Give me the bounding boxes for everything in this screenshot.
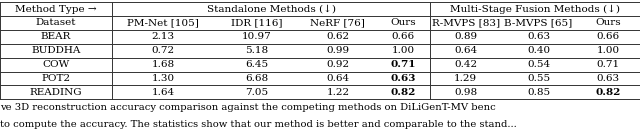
Text: 1.29: 1.29 <box>454 74 477 83</box>
Text: 0.40: 0.40 <box>527 46 550 55</box>
Text: 0.66: 0.66 <box>596 32 620 41</box>
Text: 0.63: 0.63 <box>596 74 620 83</box>
Text: 0.64: 0.64 <box>454 46 477 55</box>
Text: 0.92: 0.92 <box>326 60 349 69</box>
Text: 0.85: 0.85 <box>527 88 550 97</box>
Text: COW: COW <box>42 60 70 69</box>
Text: Ours: Ours <box>390 18 416 27</box>
Text: 1.00: 1.00 <box>596 46 620 55</box>
Text: 2.13: 2.13 <box>152 32 175 41</box>
Text: 6.45: 6.45 <box>245 60 269 69</box>
Text: B-MVPS [65]: B-MVPS [65] <box>504 18 573 27</box>
Text: 0.54: 0.54 <box>527 60 550 69</box>
Text: 0.64: 0.64 <box>326 74 349 83</box>
Text: PM-Net [105]: PM-Net [105] <box>127 18 199 27</box>
Text: to compute the accuracy. The statistics show that our method is better and compa: to compute the accuracy. The statistics … <box>0 120 516 129</box>
Text: 0.66: 0.66 <box>392 32 415 41</box>
Text: 0.99: 0.99 <box>326 46 349 55</box>
Text: 1.22: 1.22 <box>326 88 349 97</box>
Text: ve 3D reconstruction accuracy comparison against the competing methods on DiLiGe: ve 3D reconstruction accuracy comparison… <box>0 104 496 112</box>
Text: BUDDHA: BUDDHA <box>31 46 81 55</box>
Text: 5.18: 5.18 <box>245 46 269 55</box>
Text: 0.63: 0.63 <box>527 32 550 41</box>
Text: Multi-Stage Fusion Methods (↓): Multi-Stage Fusion Methods (↓) <box>450 4 620 14</box>
Text: IDR [116]: IDR [116] <box>231 18 283 27</box>
Text: 0.71: 0.71 <box>390 60 416 69</box>
Text: R-MVPS [83]: R-MVPS [83] <box>431 18 500 27</box>
Text: 1.64: 1.64 <box>152 88 175 97</box>
Text: 0.42: 0.42 <box>454 60 477 69</box>
Text: 0.82: 0.82 <box>595 88 621 97</box>
Text: 1.68: 1.68 <box>152 60 175 69</box>
Text: 0.62: 0.62 <box>326 32 349 41</box>
Text: NeRF [76]: NeRF [76] <box>310 18 365 27</box>
Text: Method Type →: Method Type → <box>15 5 97 14</box>
Text: Ours: Ours <box>595 18 621 27</box>
Text: 1.00: 1.00 <box>392 46 415 55</box>
Text: BEAR: BEAR <box>41 32 71 41</box>
Text: 7.05: 7.05 <box>245 88 269 97</box>
Text: Dataset: Dataset <box>36 18 76 27</box>
Text: 0.63: 0.63 <box>390 74 416 83</box>
Text: 0.55: 0.55 <box>527 74 550 83</box>
Text: Standalone Methods (↓): Standalone Methods (↓) <box>207 5 335 14</box>
Text: 0.89: 0.89 <box>454 32 477 41</box>
Text: POT2: POT2 <box>42 74 70 83</box>
Text: 0.71: 0.71 <box>596 60 620 69</box>
Text: 0.82: 0.82 <box>390 88 416 97</box>
Text: READING: READING <box>29 88 83 97</box>
Text: 0.98: 0.98 <box>454 88 477 97</box>
Text: 0.72: 0.72 <box>152 46 175 55</box>
Text: 6.68: 6.68 <box>245 74 269 83</box>
Text: 10.97: 10.97 <box>242 32 272 41</box>
Text: 1.30: 1.30 <box>152 74 175 83</box>
